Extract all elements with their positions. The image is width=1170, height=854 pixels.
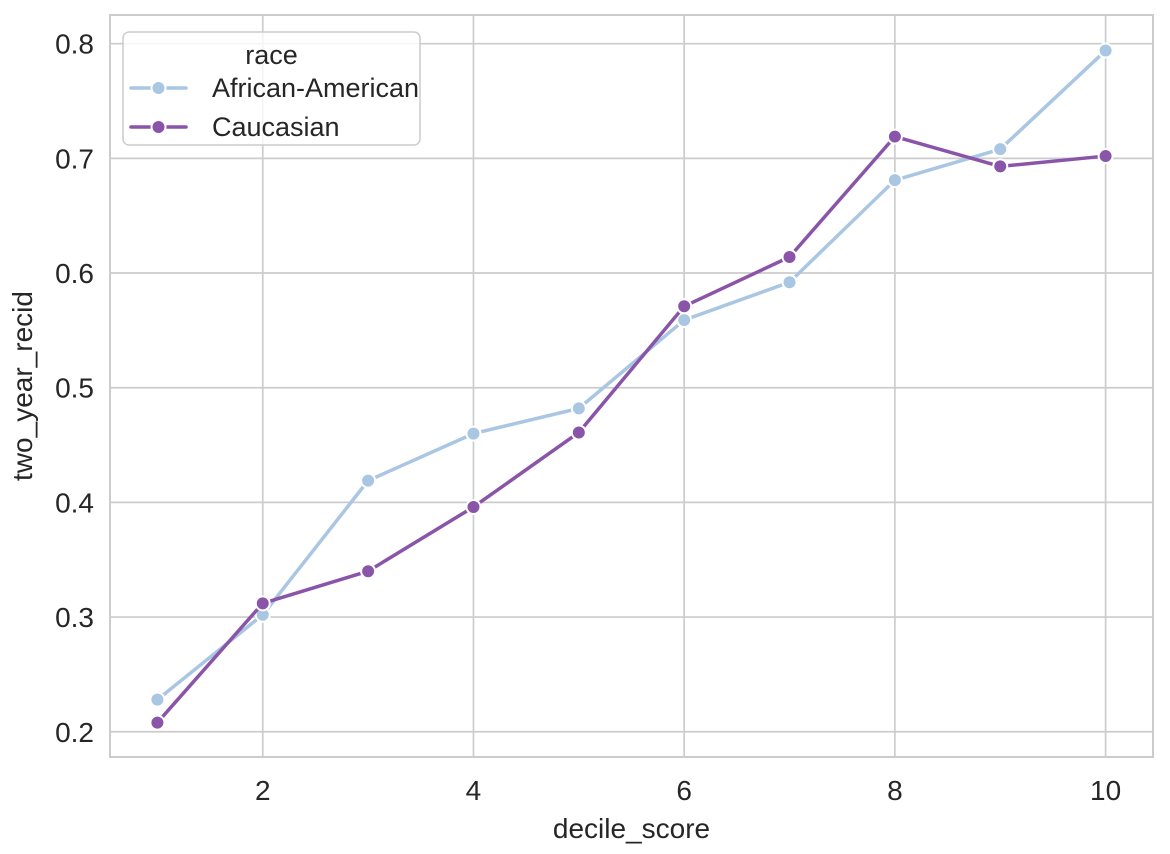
data-point-marker: [886, 172, 903, 189]
data-point-marker: [149, 714, 166, 731]
y-axis-label: two_year_recid: [7, 291, 38, 481]
legend-box: [122, 31, 421, 146]
data-point-marker: [676, 298, 693, 315]
axes-spines: [109, 14, 1154, 758]
legend-entry: Caucasian: [129, 112, 340, 142]
x-tick-label: 10: [1090, 775, 1121, 806]
legend-entry: African-American: [129, 73, 419, 103]
series-line: [155, 48, 1108, 702]
data-point-marker: [254, 595, 271, 612]
data-point-marker: [1097, 148, 1114, 165]
legend-marker: [150, 80, 167, 96]
series-caucasian: [149, 128, 1114, 731]
legend-entry-label: Caucasian: [212, 112, 340, 142]
x-tick-label: 4: [466, 775, 482, 806]
data-point-marker: [465, 498, 482, 515]
data-point-marker: [465, 425, 482, 442]
data-point-marker: [676, 312, 693, 329]
x-tick-label: 8: [887, 775, 903, 806]
legend-title: race: [245, 40, 298, 70]
y-tick-label: 0.7: [55, 143, 94, 174]
grid: [110, 15, 1153, 757]
data-point-marker: [149, 691, 166, 708]
data-point-marker: [992, 141, 1009, 158]
data-point-marker: [360, 563, 377, 580]
data-point-marker: [781, 248, 798, 265]
legend-entry-label: African-American: [212, 73, 419, 103]
x-axis-label: decile_score: [553, 813, 710, 844]
y-tick-label: 0.2: [55, 717, 94, 748]
series-line: [155, 134, 1108, 725]
data-point-marker: [781, 274, 798, 291]
x-tick-label: 6: [676, 775, 692, 806]
y-tick-label: 0.8: [55, 29, 94, 60]
data-point-marker: [570, 424, 587, 441]
data-point-marker: [570, 400, 587, 417]
legend-marker: [150, 119, 167, 135]
data-point-marker: [992, 158, 1009, 175]
data-point-marker: [1097, 42, 1114, 59]
x-tick-label: 2: [255, 775, 271, 806]
data-point-marker: [360, 472, 377, 489]
y-tick-label: 0.4: [55, 487, 94, 518]
data-point-marker: [886, 128, 903, 145]
y-tick-label: 0.5: [55, 373, 94, 404]
y-tick-label: 0.3: [55, 602, 94, 633]
y-tick-label: 0.6: [55, 258, 94, 289]
